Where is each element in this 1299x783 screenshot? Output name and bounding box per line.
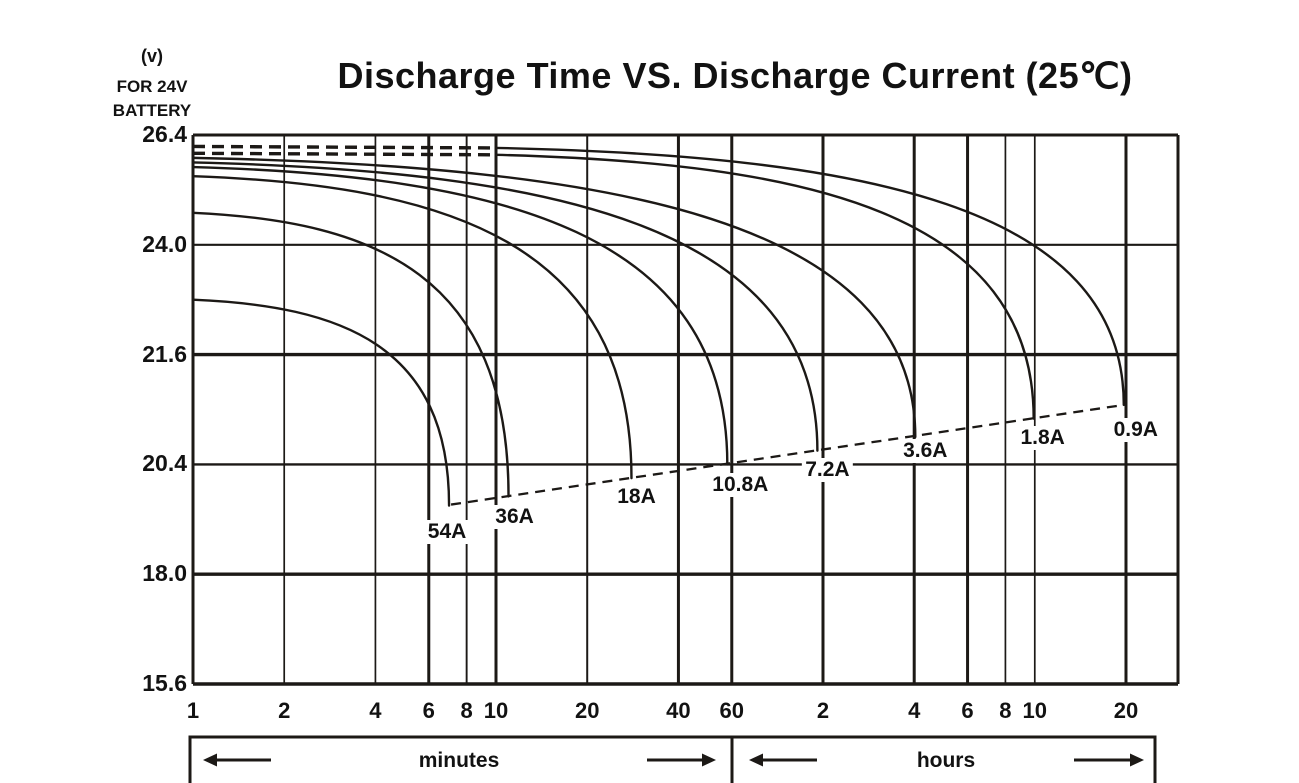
- x-tick-40min: 40: [666, 698, 691, 723]
- minutes-left-arrow-head: [203, 753, 217, 767]
- cutoff-dashed-line: [450, 403, 1124, 506]
- discharge-curve-0.9A: [494, 146, 1125, 407]
- curve-label-1.8A: 1.8A: [1017, 425, 1068, 450]
- hours-right-arrow-head: [1130, 753, 1144, 767]
- x-tick-20h: 20: [1113, 698, 1139, 723]
- x-tick-2min: 2: [278, 698, 291, 723]
- curve-dashed-start-1.8A: [192, 151, 497, 157]
- y-tick-20.4: 20.4: [142, 450, 187, 477]
- hours-left-arrow-head: [749, 753, 763, 767]
- y-tick-24.0: 24.0: [142, 230, 187, 257]
- discharge-curve-18A: [191, 174, 633, 480]
- x-tick-2h: 2: [816, 698, 830, 723]
- discharge-curve-7.2A: [191, 161, 819, 452]
- curve-label-10.8A: 10.8A: [709, 473, 772, 498]
- y-axis-for-label: FOR 24V: [116, 77, 188, 96]
- discharge-curve-36A: [191, 211, 510, 498]
- y-tick-15.6: 15.6: [142, 670, 187, 696]
- curve-label-36A: 36A: [492, 505, 537, 530]
- curve-label-7.2A: 7.2A: [802, 457, 853, 482]
- minutes-right-arrow-head: [702, 753, 716, 767]
- curve-label-54A: 54A: [424, 519, 470, 544]
- y-axis-battery-label: BATTERY: [112, 101, 192, 120]
- curve-dashed-start-0.9A: [192, 144, 497, 150]
- y-axis-unit-label: (v): [141, 46, 163, 66]
- x-tick-4min: 4: [369, 698, 382, 723]
- x-tick-6min: 6: [422, 698, 435, 723]
- minutes-band-label: minutes: [418, 749, 500, 772]
- discharge-curve-10.8A: [191, 165, 729, 466]
- hours-band-label: hours: [916, 749, 976, 772]
- x-tick-6h: 6: [961, 698, 974, 723]
- y-tick-26.4: 26.4: [142, 121, 187, 147]
- y-tick-21.6: 21.6: [142, 340, 187, 367]
- x-tick-10min: 10: [483, 698, 509, 723]
- discharge-curve-1.8A: [494, 153, 1035, 420]
- time-band-frame: [188, 735, 1157, 783]
- y-tick-18.0: 18.0: [142, 560, 187, 587]
- chart-title: Discharge Time VS. Discharge Current (25…: [337, 55, 1133, 96]
- curve-label-3.6A: 3.6A: [900, 438, 951, 463]
- x-tick-8min: 8: [460, 698, 473, 723]
- x-tick-8h: 8: [999, 698, 1012, 723]
- x-tick-10h: 10: [1022, 698, 1048, 723]
- discharge-curve-54A: [191, 298, 451, 507]
- x-tick-20min: 20: [574, 698, 600, 723]
- curve-label-0.9A: 0.9A: [1110, 417, 1161, 442]
- discharge-curve-3.6A: [191, 156, 917, 439]
- x-tick-60min: 60: [719, 698, 745, 723]
- x-tick-1min: 1: [186, 698, 200, 723]
- curve-label-18A: 18A: [614, 485, 659, 510]
- x-tick-4h: 4: [908, 698, 921, 723]
